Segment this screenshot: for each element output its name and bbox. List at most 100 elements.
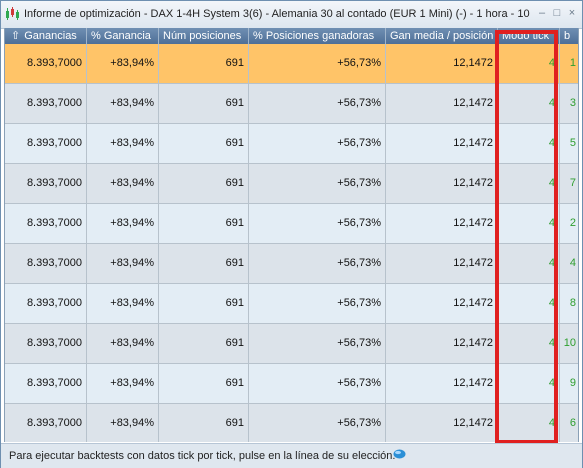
status-message: Para ejecutar backtests con datos tick p… (9, 450, 396, 462)
cell-b: 1 (569, 57, 576, 69)
cell-posiciones-ganadoras: +56,73% (249, 244, 386, 283)
cell-porcentaje-ganancia: +83,94% (87, 204, 159, 243)
cell-num-posiciones: 691 (159, 244, 249, 283)
cell-modo-tick: 4 (498, 364, 560, 403)
status-bar: Para ejecutar backtests con datos tick p… (1, 443, 582, 468)
cell-modo-tick: 4 (498, 44, 560, 83)
cell-gan-media: 12,1472 (386, 164, 498, 203)
cell-b: 3 (569, 97, 576, 109)
table-row[interactable]: 8.393,7000 +83,94% 691 +56,73% 12,1472 4 7 (5, 164, 578, 204)
cell-posiciones-ganadoras: +56,73% (249, 364, 386, 403)
cell-gan-media: 12,1472 (386, 284, 498, 323)
cell-ganancias: 8.393,7000 (5, 204, 87, 243)
cell-b: 5 (569, 137, 576, 149)
cell-num-posiciones: 691 (159, 204, 249, 243)
table-header: ⇧ Ganancias % Ganancia Núm posiciones % P… (5, 28, 578, 44)
cell-posiciones-ganadoras: +56,73% (249, 44, 386, 83)
cell-ganancias: 8.393,7000 (5, 284, 87, 323)
column-header-posiciones-ganadoras[interactable]: % Posiciones ganadoras (249, 28, 386, 44)
cell-porcentaje-ganancia: +83,94% (87, 244, 159, 283)
window-title: Informe de optimización - DAX 1-4H Syste… (24, 8, 530, 20)
cell-modo-tick: 4 (498, 84, 560, 123)
cell-porcentaje-ganancia: +83,94% (87, 364, 159, 403)
cell-b: 9 (569, 377, 576, 389)
minimize-button[interactable]: – (538, 7, 546, 19)
cell-ganancias: 8.393,7000 (5, 44, 87, 83)
column-header-b[interactable]: b (564, 30, 571, 42)
cell-num-posiciones: 691 (159, 124, 249, 163)
cell-num-posiciones: 691 (159, 284, 249, 323)
table-row[interactable]: 8.393,7000 +83,94% 691 +56,73% 12,1472 4 4 (5, 244, 578, 284)
cell-posiciones-ganadoras: +56,73% (249, 124, 386, 163)
column-header-porcentaje-ganancia[interactable]: % Ganancia (87, 28, 159, 44)
cell-porcentaje-ganancia: +83,94% (87, 124, 159, 163)
cell-modo-tick: 4 (498, 404, 560, 442)
cell-num-posiciones: 691 (159, 164, 249, 203)
cell-posiciones-ganadoras: +56,73% (249, 284, 386, 323)
cell-modo-tick: 4 (498, 284, 560, 323)
cell-porcentaje-ganancia: +83,94% (87, 284, 159, 323)
close-button[interactable]: × (568, 7, 576, 19)
cell-posiciones-ganadoras: +56,73% (249, 164, 386, 203)
cell-modo-tick: 4 (498, 204, 560, 243)
cell-b: 2 (569, 217, 576, 229)
column-header-gan-media[interactable]: Gan media / posición (386, 28, 498, 44)
cell-ganancias: 8.393,7000 (5, 164, 87, 203)
column-header-ganancias[interactable]: ⇧ Ganancias (5, 28, 87, 44)
cell-num-posiciones: 691 (159, 404, 249, 442)
title-bar[interactable]: Informe de optimización - DAX 1-4H Syste… (1, 1, 582, 29)
cell-gan-media: 12,1472 (386, 244, 498, 283)
cell-num-posiciones: 691 (159, 84, 249, 123)
cell-num-posiciones: 691 (159, 364, 249, 403)
table-row[interactable]: 8.393,7000 +83,94% 691 +56,73% 12,1472 4 8 (5, 284, 578, 324)
cell-gan-media: 12,1472 (386, 124, 498, 163)
table-row[interactable]: 8.393,7000 +83,94% 691 +56,73% 12,1472 4 5 (5, 124, 578, 164)
cell-gan-media: 12,1472 (386, 44, 498, 83)
table-row[interactable]: 8.393,7000 +83,94% 691 +56,73% 12,1472 4 9 (5, 364, 578, 404)
cell-posiciones-ganadoras: +56,73% (249, 404, 386, 442)
table-row[interactable]: 8.393,7000 +83,94% 691 +56,73% 12,1472 4 6 (5, 404, 578, 442)
cell-porcentaje-ganancia: +83,94% (87, 404, 159, 442)
column-header-modo-tick[interactable]: Modo tick (498, 28, 560, 44)
sort-ascending-icon: ⇧ (11, 30, 21, 42)
cell-modo-tick: 4 (498, 164, 560, 203)
cell-ganancias: 8.393,7000 (5, 124, 87, 163)
info-bubble-icon (393, 449, 406, 459)
cell-posiciones-ganadoras: +56,73% (249, 204, 386, 243)
cell-b: 8 (569, 297, 576, 309)
cell-ganancias: 8.393,7000 (5, 324, 87, 363)
cell-ganancias: 8.393,7000 (5, 364, 87, 403)
cell-porcentaje-ganancia: +83,94% (87, 44, 159, 83)
cell-porcentaje-ganancia: +83,94% (87, 324, 159, 363)
results-table: ⇧ Ganancias % Ganancia Núm posiciones % P… (4, 28, 579, 442)
candlestick-chart-icon (6, 7, 19, 20)
cell-porcentaje-ganancia: +83,94% (87, 164, 159, 203)
column-header-num-posiciones[interactable]: Núm posiciones (159, 28, 249, 44)
cell-b: 7 (569, 177, 576, 189)
cell-gan-media: 12,1472 (386, 84, 498, 123)
table-row[interactable]: 8.393,7000 +83,94% 691 +56,73% 12,1472 4 10 (5, 324, 578, 364)
cell-num-posiciones: 691 (159, 324, 249, 363)
cell-ganancias: 8.393,7000 (5, 404, 87, 442)
cell-posiciones-ganadoras: +56,73% (249, 84, 386, 123)
table-row[interactable]: 8.393,7000 +83,94% 691 +56,73% 12,1472 4 2 (5, 204, 578, 244)
cell-b: 10 (563, 337, 576, 349)
cell-modo-tick: 4 (498, 124, 560, 163)
cell-modo-tick: 4 (498, 324, 560, 363)
cell-ganancias: 8.393,7000 (5, 244, 87, 283)
cell-gan-media: 12,1472 (386, 204, 498, 243)
maximize-button[interactable]: □ (553, 7, 561, 19)
cell-gan-media: 12,1472 (386, 364, 498, 403)
cell-porcentaje-ganancia: +83,94% (87, 84, 159, 123)
cell-b: 6 (569, 417, 576, 429)
cell-ganancias: 8.393,7000 (5, 84, 87, 123)
cell-b: 4 (569, 257, 576, 269)
cell-num-posiciones: 691 (159, 44, 249, 83)
cell-gan-media: 12,1472 (386, 404, 498, 442)
cell-gan-media: 12,1472 (386, 324, 498, 363)
table-row[interactable]: 8.393,7000 +83,94% 691 +56,73% 12,1472 4 1 (5, 44, 578, 84)
table-row[interactable]: 8.393,7000 +83,94% 691 +56,73% 12,1472 4 3 (5, 84, 578, 124)
cell-modo-tick: 4 (498, 244, 560, 283)
cell-posiciones-ganadoras: +56,73% (249, 324, 386, 363)
